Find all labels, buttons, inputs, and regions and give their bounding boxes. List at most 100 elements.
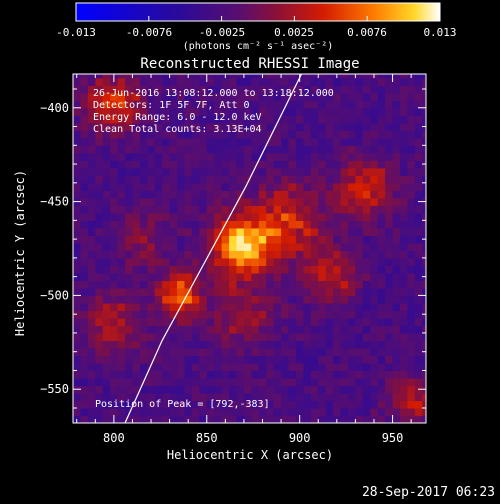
heatmap-cell: [422, 242, 426, 251]
heatmap-cell: [102, 242, 111, 251]
heatmap-cell: [243, 212, 252, 221]
heatmap-cell: [414, 400, 423, 409]
heatmap-cell: [73, 160, 82, 169]
heatmap-cell: [110, 152, 119, 161]
heatmap-cell: [266, 302, 275, 312]
heatmap-cell: [177, 77, 186, 86]
heatmap-cell: [340, 100, 349, 109]
heatmap-cell: [414, 347, 423, 357]
heatmap-cell: [347, 280, 356, 289]
x-tick-label: 800: [103, 431, 125, 445]
heatmap-cell: [288, 137, 297, 146]
heatmap-cell: [385, 340, 394, 349]
heatmap-cell: [73, 92, 82, 101]
heatmap-cell: [414, 250, 423, 259]
heatmap-cell: [340, 362, 349, 372]
heatmap-cell: [392, 182, 401, 191]
heatmap-cell: [169, 235, 178, 244]
heatmap-cell: [221, 100, 230, 109]
heatmap-cell: [177, 220, 186, 229]
heatmap-cell: [125, 74, 134, 79]
heatmap-cell: [355, 302, 364, 312]
heatmap-cell: [385, 325, 394, 334]
heatmap-cell: [310, 295, 319, 304]
heatmap-cell: [266, 182, 275, 191]
heatmap-cell: [191, 392, 200, 402]
heatmap-cell: [162, 235, 171, 244]
heatmap-cell: [147, 227, 156, 236]
heatmap-cell: [169, 415, 178, 423]
heatmap-cell: [251, 340, 260, 349]
heatmap-cell: [229, 370, 238, 379]
heatmap-cell: [266, 280, 275, 289]
heatmap-cell: [199, 272, 208, 281]
heatmap-cell: [162, 362, 171, 372]
heatmap-cell: [318, 160, 327, 169]
heatmap-cell: [399, 85, 409, 94]
heatmap-cell: [266, 152, 275, 161]
heatmap-cell: [355, 74, 364, 79]
heatmap-cell: [87, 137, 96, 146]
heatmap-cell: [377, 355, 386, 364]
heatmap-cell: [102, 74, 111, 79]
heatmap-cell: [221, 152, 230, 161]
heatmap-cell: [303, 74, 312, 79]
heatmap-cell: [191, 212, 200, 221]
heatmap-cell: [266, 167, 275, 176]
heatmap-cell: [392, 317, 401, 327]
heatmap-cell: [73, 77, 82, 86]
heatmap-cell: [273, 265, 282, 274]
heatmap-cell: [80, 287, 89, 297]
heatmap-cell: [377, 272, 386, 281]
heatmap-cell: [251, 145, 260, 154]
heatmap-cell: [399, 145, 409, 154]
heatmap-cell: [125, 152, 134, 161]
heatmap-cell: [392, 407, 401, 417]
heatmap-cell: [333, 220, 342, 229]
heatmap-cell: [288, 287, 297, 297]
heatmap-cell: [281, 340, 290, 349]
heatmap-cell: [258, 85, 267, 94]
heatmap-cell: [110, 175, 119, 184]
heatmap-cell: [407, 130, 416, 139]
heatmap-cell: [80, 235, 89, 244]
heatmap-cell: [340, 167, 349, 176]
heatmap-cell: [377, 317, 386, 327]
heatmap-cell: [221, 145, 230, 154]
heatmap-cell: [407, 317, 416, 327]
heatmap-cell: [214, 302, 223, 312]
heatmap-cell: [347, 227, 356, 236]
heatmap-cell: [214, 205, 223, 214]
heatmap-cell: [303, 295, 312, 304]
heatmap-cell: [340, 242, 349, 251]
heatmap-cell: [177, 295, 186, 304]
heatmap-cell: [318, 385, 327, 394]
heatmap-cell: [281, 250, 290, 259]
heatmap-cell: [102, 152, 111, 161]
heatmap-cell: [154, 295, 163, 304]
heatmap-cell: [243, 272, 252, 281]
heatmap-cell: [221, 377, 230, 387]
heatmap-cell: [385, 182, 394, 191]
heatmap-cell: [87, 182, 96, 191]
heatmap-cell: [325, 250, 334, 259]
heatmap-cell: [87, 257, 96, 266]
heatmap-cell: [355, 167, 364, 176]
heatmap-cell: [87, 287, 96, 297]
heatmap-cell: [87, 92, 96, 101]
heatmap-cell: [392, 400, 401, 409]
heatmap-cell: [102, 167, 111, 176]
heatmap-cell: [80, 137, 89, 146]
heatmap-cell: [191, 227, 200, 236]
heatmap-cell: [154, 167, 163, 176]
heatmap-cell: [355, 122, 364, 131]
heatmap-cell: [117, 212, 126, 221]
heatmap-cell: [251, 407, 260, 417]
heatmap-cell: [266, 272, 275, 281]
heatmap-cell: [414, 220, 423, 229]
heatmap-cell: [132, 347, 141, 357]
heatmap-cell: [125, 340, 134, 349]
heatmap-cell: [169, 92, 178, 101]
heatmap-cell: [147, 302, 156, 312]
heatmap-cell: [407, 137, 416, 146]
